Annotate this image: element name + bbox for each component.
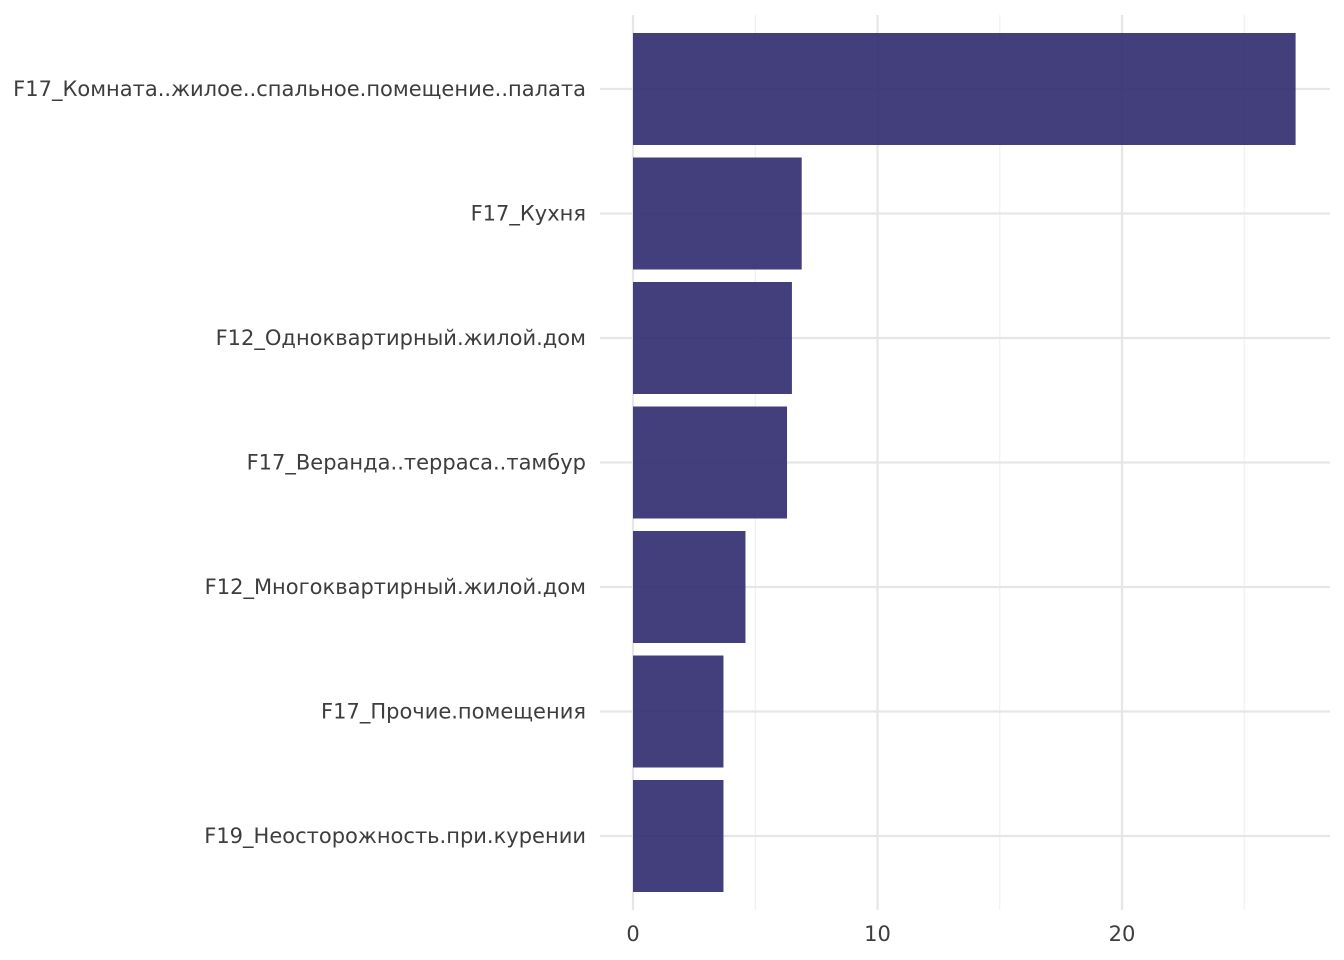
bar-1 [633, 33, 1296, 145]
bar-3 [633, 282, 792, 394]
category-label: F12_Одноквартирный.жилой.дом [216, 326, 586, 351]
category-label: F12_Многоквартирный.жилой.дом [205, 575, 586, 600]
category-label: F19_Неосторожность.при.курении [204, 824, 586, 849]
category-label: F17_Прочие.помещения [321, 700, 586, 725]
bars [633, 33, 1296, 892]
category-labels: F17_Комната..жилое..спальное.помещение..… [13, 77, 586, 849]
category-label: F17_Веранда..терраса..тамбур [247, 451, 586, 476]
bar-4 [633, 406, 788, 519]
x-tick-label: 0 [626, 922, 639, 946]
category-label: F17_Кухня [471, 202, 586, 227]
category-label: F17_Комната..жилое..спальное.помещение..… [13, 77, 586, 102]
x-tick-label: 20 [1109, 922, 1136, 946]
x-tick-labels: 0 10 20 [626, 922, 1135, 946]
x-tick-label: 10 [864, 922, 891, 946]
bar-5 [633, 531, 746, 643]
bar-6 [633, 655, 724, 768]
bar-7 [633, 780, 724, 892]
bar-2 [633, 157, 802, 270]
